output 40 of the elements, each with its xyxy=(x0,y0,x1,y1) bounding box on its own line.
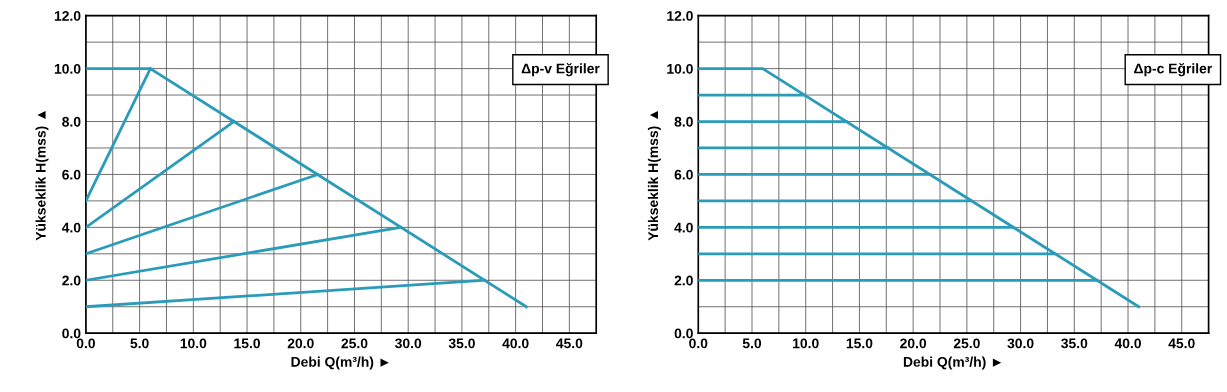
y-tick-label: 8.0 xyxy=(62,116,81,127)
x-tick-label: 45.0 xyxy=(556,338,583,349)
y-tick-label: 2.0 xyxy=(62,275,81,286)
x-tick-label: 25.0 xyxy=(953,338,980,349)
y-tick-label: 12.0 xyxy=(54,11,81,21)
x-tick-label: 5.0 xyxy=(130,338,149,349)
y-axis-title: Yükseklik H(mss) ▲ xyxy=(35,110,49,241)
y-tick-label: 2.0 xyxy=(674,275,693,286)
x-tick-label: 5.0 xyxy=(742,338,762,349)
y-tick-label: 4.0 xyxy=(61,222,81,233)
y-tick-label: 0.0 xyxy=(62,328,81,339)
x-tick-label: 0.0 xyxy=(76,338,95,349)
x-tick-label: 25.0 xyxy=(341,338,368,349)
y-tick-label: 4.0 xyxy=(674,222,693,233)
x-tick-label: 20.0 xyxy=(287,338,314,349)
y-tick-label: 10.0 xyxy=(667,63,693,74)
x-tick-label: 45.0 xyxy=(1168,338,1195,349)
x-tick-label: 35.0 xyxy=(448,338,475,349)
x-tick-label: 15.0 xyxy=(846,338,873,349)
x-tick-label: 20.0 xyxy=(900,338,927,349)
y-tick-label: 6.0 xyxy=(674,169,693,180)
x-tick-label: 30.0 xyxy=(1007,338,1034,349)
x-tick-label: 10.0 xyxy=(793,338,819,349)
x-tick-label: 30.0 xyxy=(395,338,422,349)
annotation: Δp-v Eğriler xyxy=(521,63,600,77)
y-tick-label: 12.0 xyxy=(667,11,693,21)
x-axis-title: Debi Q(m³/h) ► xyxy=(291,356,389,370)
x-axis-title: Debi Q(m³/h) ► xyxy=(903,356,1002,370)
y-axis-title: Yükseklik H(mss) ▲ xyxy=(647,110,661,241)
x-tick-label: 40.0 xyxy=(502,338,529,349)
x-tick-label: 15.0 xyxy=(234,338,260,349)
y-tick-label: 6.0 xyxy=(62,169,81,180)
x-tick-label: 10.0 xyxy=(180,338,207,349)
y-tick-label: 10.0 xyxy=(54,63,81,74)
y-tick-label: 8.0 xyxy=(674,116,693,127)
x-tick-label: 35.0 xyxy=(1061,338,1088,349)
annotation: Δp-c Eğriler xyxy=(1134,63,1212,77)
y-tick-label: 0.0 xyxy=(674,328,693,339)
x-tick-label: 0.0 xyxy=(689,338,708,349)
x-tick-label: 40.0 xyxy=(1114,338,1141,349)
